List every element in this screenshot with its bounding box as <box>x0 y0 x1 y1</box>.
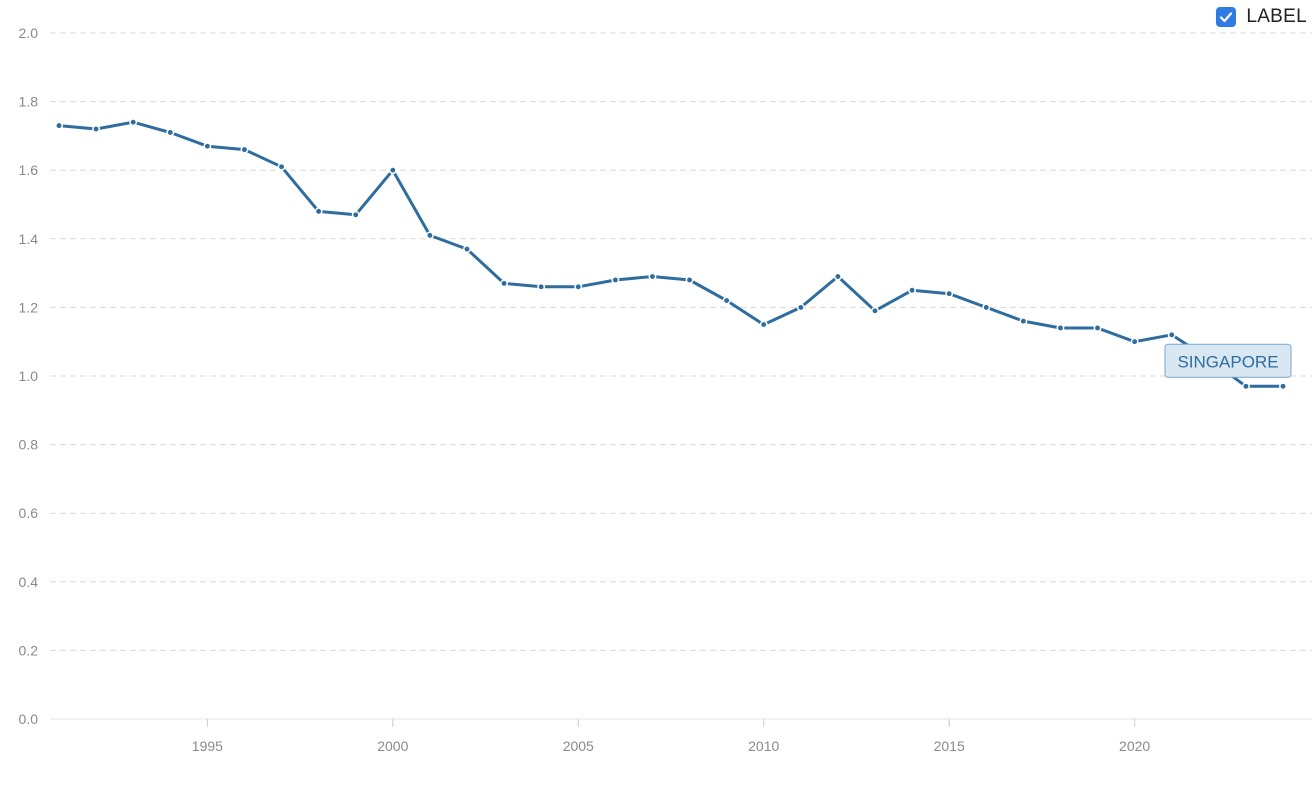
data-point[interactable] <box>1279 382 1287 391</box>
y-tick-label: 1.2 <box>19 299 39 315</box>
data-point[interactable] <box>240 145 249 154</box>
series-tags: SINGAPORE <box>1164 343 1292 378</box>
series-tag-label: SINGAPORE <box>1177 352 1278 371</box>
data-point[interactable] <box>537 282 546 291</box>
y-tick-label: 0.0 <box>19 711 39 727</box>
checkmark-icon <box>1220 12 1233 23</box>
grid-lines <box>50 32 1312 651</box>
data-point[interactable] <box>425 231 434 240</box>
series-line <box>57 120 1285 388</box>
data-point[interactable] <box>722 296 731 305</box>
legend-toggle[interactable]: LABEL <box>1216 6 1307 28</box>
data-point[interactable] <box>129 118 138 127</box>
data-point[interactable] <box>574 282 583 291</box>
data-point[interactable] <box>166 128 175 137</box>
data-point[interactable] <box>277 162 286 171</box>
x-tick-label: 2020 <box>1119 738 1150 754</box>
data-point[interactable] <box>759 320 768 329</box>
series-tag-box <box>1164 343 1292 378</box>
data-point[interactable] <box>1056 324 1065 332</box>
data-point[interactable] <box>500 279 509 288</box>
x-tick-label: 2005 <box>563 738 594 754</box>
x-tick-label: 2000 <box>377 738 408 754</box>
data-point[interactable] <box>92 125 101 133</box>
x-tick-label: 2010 <box>748 738 779 754</box>
data-point[interactable] <box>648 272 657 281</box>
y-tick-label: 1.0 <box>19 368 39 384</box>
data-point[interactable] <box>871 306 879 315</box>
data-point[interactable] <box>685 276 694 284</box>
y-tick-label: 1.8 <box>19 94 39 110</box>
y-tick-label: 0.2 <box>19 642 39 658</box>
series-tag: SINGAPORE <box>1164 343 1292 378</box>
y-tick-label: 1.6 <box>19 162 39 178</box>
data-point[interactable] <box>833 272 842 281</box>
series <box>55 118 1287 391</box>
data-point[interactable] <box>1019 317 1028 326</box>
data-point[interactable] <box>1130 337 1139 346</box>
data-point[interactable] <box>611 276 620 284</box>
y-tick-label: 1.4 <box>19 231 39 247</box>
y-tick-label: 0.4 <box>19 574 39 590</box>
y-tick-label: 0.6 <box>19 505 39 521</box>
data-point[interactable] <box>1093 324 1102 332</box>
data-point[interactable] <box>203 142 212 151</box>
x-tick-label: 2015 <box>934 738 965 754</box>
y-tick-label: 2.0 <box>19 25 39 41</box>
data-point[interactable] <box>388 166 397 175</box>
axes: 0.0 0.2 0.4 0.6 0.8 1.0 1.2 1.4 1.6 1.8 2.0 1995 200… <box>19 25 1312 754</box>
legend-checkbox[interactable] <box>1216 7 1237 27</box>
legend-label: LABEL <box>1246 6 1307 27</box>
data-point[interactable] <box>945 289 954 298</box>
data-point[interactable] <box>908 286 917 295</box>
data-point[interactable] <box>1167 330 1176 339</box>
data-point[interactable] <box>314 207 323 216</box>
y-tick-label: 0.8 <box>19 437 39 453</box>
data-point[interactable] <box>1241 382 1250 391</box>
x-tick-label: 1995 <box>192 738 223 754</box>
data-point[interactable] <box>55 121 63 130</box>
data-point[interactable] <box>982 303 991 312</box>
data-point[interactable] <box>463 245 471 254</box>
data-point[interactable] <box>351 210 360 219</box>
data-point[interactable] <box>796 303 805 312</box>
